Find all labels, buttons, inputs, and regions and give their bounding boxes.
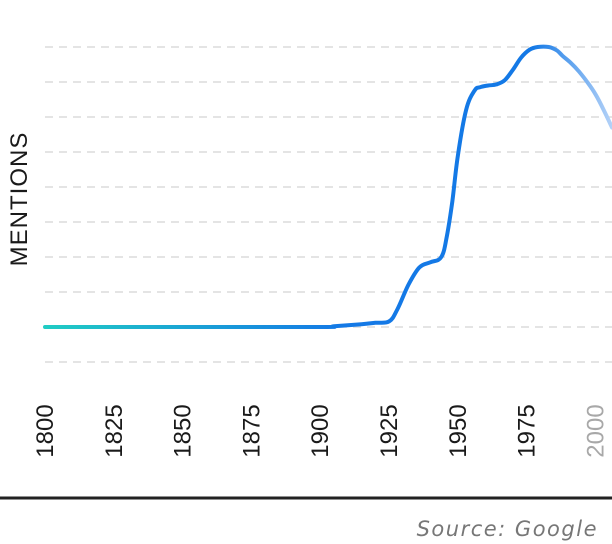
y-axis-label: MENTIONS (6, 132, 33, 267)
x-tick-labels: 1800 1825 1850 1875 1900 1925 1950 1975 2000 (32, 404, 610, 457)
x-tick-label: 1875 (238, 404, 265, 457)
grid-lines (45, 46, 612, 363)
x-tick-label: 1825 (101, 404, 128, 457)
x-tick-label: 1975 (514, 404, 541, 457)
x-tick-label: 1925 (376, 404, 403, 457)
x-tick-label: 1900 (307, 404, 334, 457)
series-line (43, 44, 612, 330)
x-tick-label: 1850 (170, 404, 197, 457)
x-tick-label: 1800 (32, 404, 59, 457)
x-tick-label: 2000 (583, 404, 610, 457)
x-tick-label: 1950 (445, 404, 472, 457)
source-note: Source: Google (417, 517, 598, 541)
